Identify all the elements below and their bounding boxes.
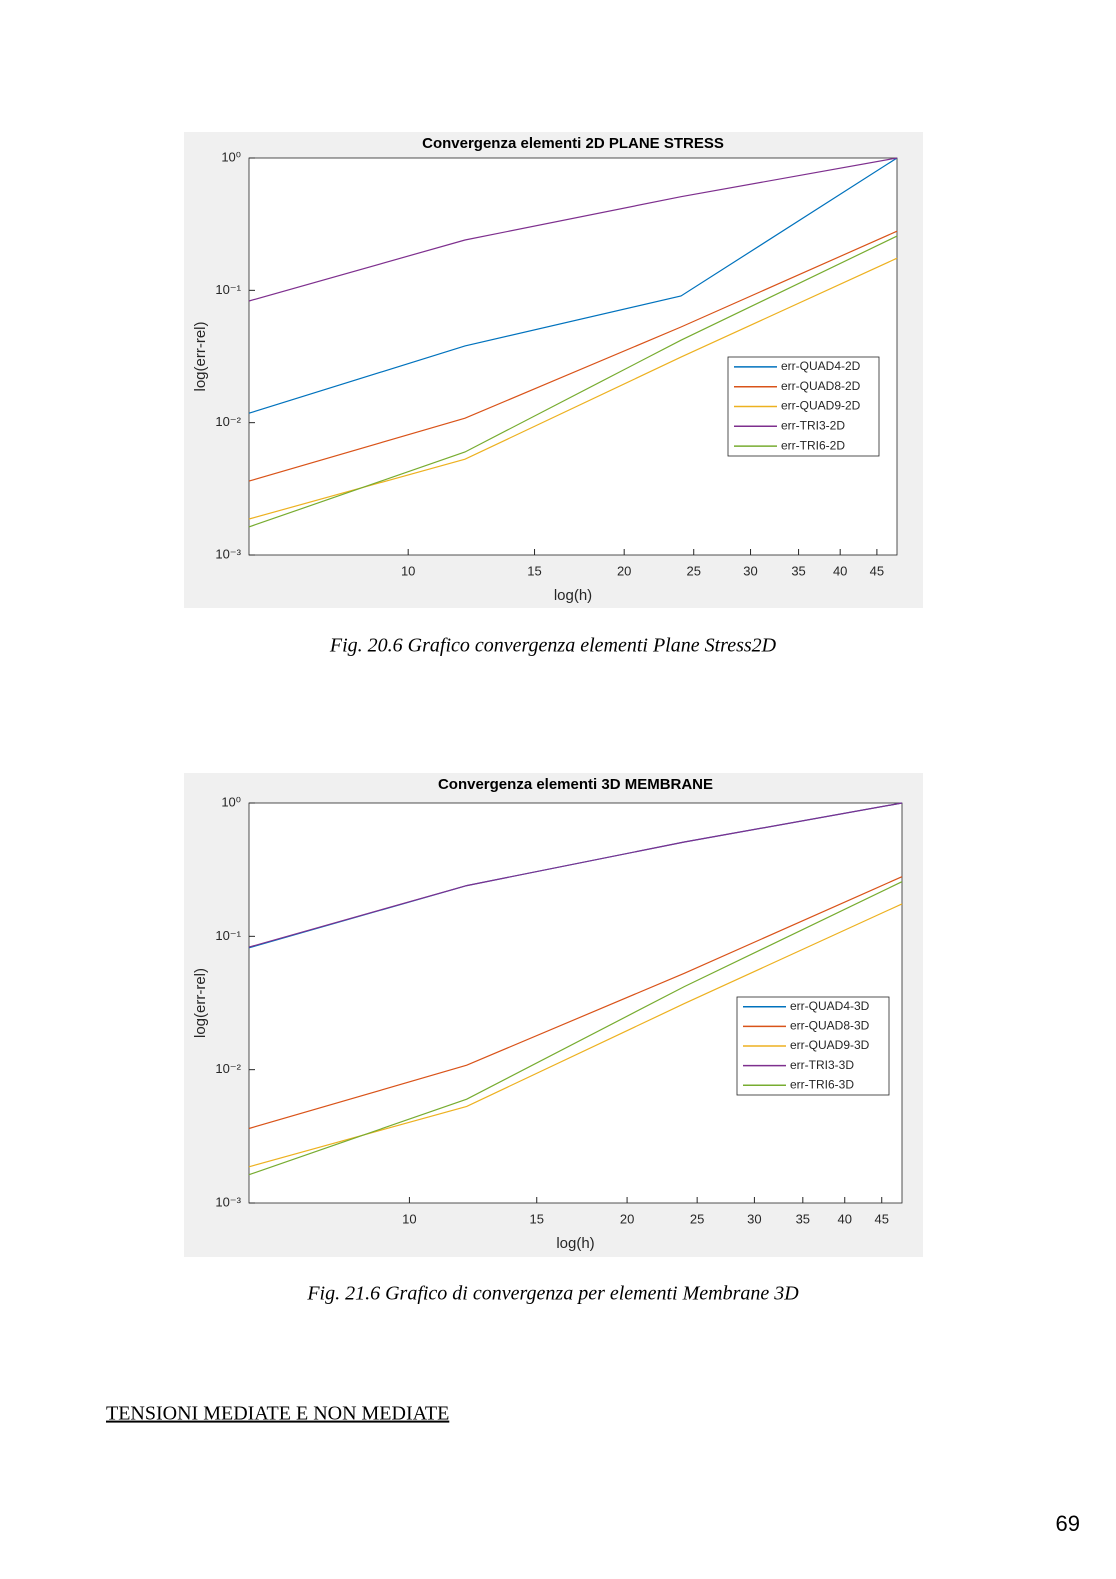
legend-label: err-TRI3-3D [790, 1058, 854, 1072]
y-axis-label: log(err-rel) [192, 321, 209, 391]
x-tick-label: 30 [747, 1211, 761, 1226]
y-tick-label: 10⁻² [215, 414, 241, 429]
series-line [248, 876, 903, 1130]
x-tick-label: 40 [838, 1211, 852, 1226]
y-tick-label: 10⁰ [221, 794, 241, 809]
x-tick-label: 20 [617, 563, 631, 578]
series-line [248, 802, 903, 948]
caption: Fig. 21.6 Grafico di convergenza per ele… [306, 1283, 799, 1305]
series-line [248, 230, 898, 482]
x-tick-label: 25 [690, 1211, 704, 1226]
y-tick-label: 10⁻² [215, 1061, 241, 1076]
series-line [248, 235, 898, 528]
y-axis-label: log(err-rel) [192, 968, 209, 1038]
legend-label: err-QUAD8-3D [790, 1019, 870, 1033]
x-tick-label: 20 [620, 1211, 634, 1226]
section-heading: TENSIONI MEDIATE E NON MEDIATE [106, 1403, 449, 1425]
x-tick-label: 15 [530, 1211, 544, 1226]
legend-label: err-QUAD8-2D [781, 379, 861, 393]
page-number: 69 [1056, 1511, 1080, 1536]
chart-title: Convergenza elementi 3D MEMBRANE [438, 776, 713, 793]
x-tick-label: 40 [833, 563, 847, 578]
x-tick-label: 10 [401, 563, 415, 578]
x-axis-label: log(h) [556, 1235, 594, 1252]
x-tick-label: 15 [527, 563, 541, 578]
caption: Fig. 20.6 Grafico convergenza elementi P… [329, 635, 777, 657]
legend-label: err-QUAD9-3D [790, 1038, 870, 1052]
plot-area [248, 157, 898, 556]
series-line [248, 157, 898, 302]
x-axis-label: log(h) [554, 587, 592, 604]
series-line [248, 157, 898, 414]
chart-title: Convergenza elementi 2D PLANE STRESS [422, 135, 724, 152]
x-tick-label: 45 [874, 1211, 888, 1226]
y-tick-label: 10⁻¹ [215, 928, 241, 943]
series-line [248, 881, 903, 1176]
legend-label: err-TRI3-2D [781, 418, 845, 432]
legend-label: err-QUAD4-3D [790, 999, 870, 1013]
x-tick-label: 25 [686, 563, 700, 578]
y-tick-label: 10⁻¹ [215, 282, 241, 297]
x-tick-label: 35 [796, 1211, 810, 1226]
legend-label: err-QUAD4-2D [781, 359, 861, 373]
y-tick-label: 10⁰ [221, 149, 241, 164]
legend-label: err-TRI6-2D [781, 438, 845, 452]
x-tick-label: 10 [402, 1211, 416, 1226]
y-tick-label: 10⁻³ [215, 546, 241, 561]
x-tick-label: 45 [870, 563, 884, 578]
y-tick-label: 10⁻³ [215, 1194, 241, 1209]
legend-label: err-QUAD9-2D [781, 399, 861, 413]
x-tick-label: 35 [791, 563, 805, 578]
legend-label: err-TRI6-3D [790, 1077, 854, 1091]
x-tick-label: 30 [743, 563, 757, 578]
